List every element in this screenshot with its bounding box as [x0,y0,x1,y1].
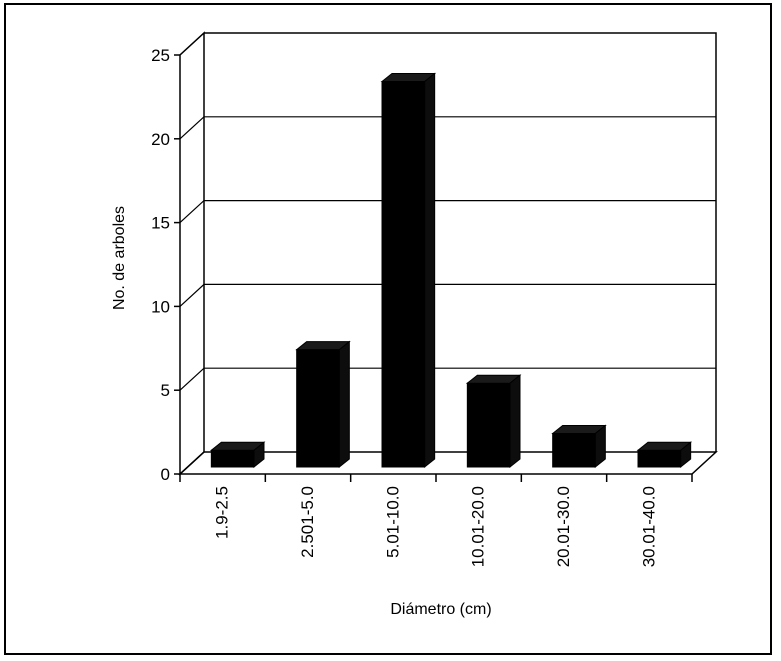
bar-front [637,449,682,468]
x-axis-title: Diámetro (cm) [390,601,491,618]
chart-gridlines [179,116,716,391]
back-wall-edge [204,32,717,452]
y-tick-label: 20 [151,130,170,149]
bar [465,374,522,469]
bar-side [424,72,436,469]
bar-side [594,424,606,469]
chart-bars [209,72,693,469]
x-tick-label: 1.9-2.5 [213,486,232,539]
y-axis-title: No. de arboles [111,206,128,310]
x-tick-label: 2.501-5.0 [298,486,317,558]
gridline [179,200,716,224]
bar-side [253,441,265,469]
y-tick-label: 10 [151,297,170,316]
bar [636,441,693,469]
bar-side [338,340,350,469]
bar [295,340,351,469]
x-axis-ticks: 1.9-2.5 2.501-5.0 5.01-10.0 10.01-20.0 20.01… [179,474,693,567]
gridline [179,283,716,307]
bar [551,424,607,469]
y-tick-label: 25 [151,46,170,65]
chart-walls [178,31,718,476]
bar-side [509,374,521,469]
bar [209,441,266,469]
gridline [179,367,716,391]
gridline [179,116,716,140]
bar-front [466,382,511,468]
y-tick-label: 0 [161,465,170,484]
bar-front [296,349,340,468]
bar-front [381,81,426,468]
bar-front [210,449,255,468]
x-tick-label: 30.01-40.0 [639,486,658,567]
x-tick-label: 5.01-10.0 [383,486,402,558]
bar-side [680,441,692,469]
y-tick-label: 5 [161,381,170,400]
bar-front [552,432,596,468]
y-tick-label: 15 [151,214,170,233]
x-tick-label: 10.01-20.0 [469,486,488,567]
y-axis-ticks: 0 5 10 15 20 25 [151,46,180,484]
bar [380,72,437,469]
side-wall [179,31,205,476]
x-tick-label: 20.01-30.0 [554,486,573,567]
